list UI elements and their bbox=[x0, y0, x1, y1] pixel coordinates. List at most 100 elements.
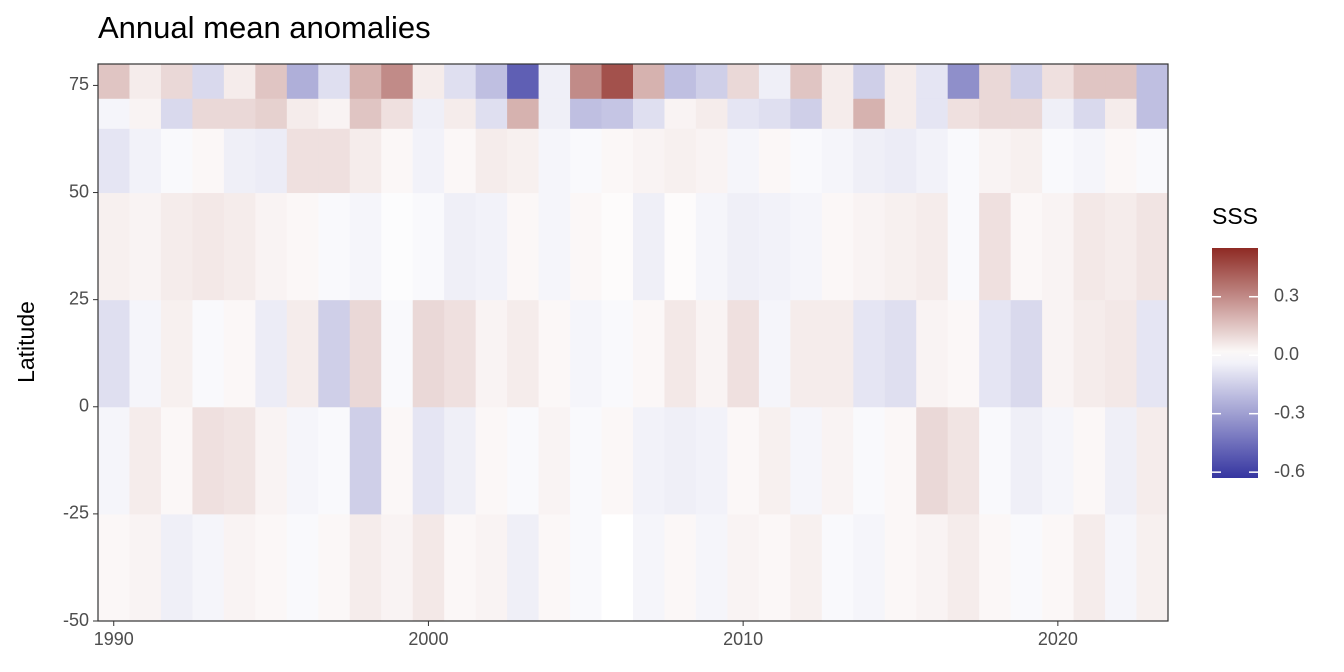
heatmap-cell bbox=[633, 128, 665, 194]
heatmap-cell bbox=[601, 299, 634, 408]
heatmap-cell bbox=[538, 98, 571, 129]
heatmap-cell bbox=[758, 98, 791, 129]
heatmap-cell bbox=[381, 98, 414, 129]
heatmap-cell bbox=[884, 64, 917, 99]
heatmap-cell bbox=[664, 299, 697, 408]
heatmap-cell bbox=[570, 98, 603, 129]
heatmap-cell bbox=[695, 128, 728, 194]
heatmap-cell bbox=[223, 406, 256, 515]
heatmap-cell bbox=[1073, 128, 1106, 194]
heatmap-cell bbox=[853, 128, 886, 194]
heatmap-cell bbox=[286, 406, 319, 515]
heatmap-cell bbox=[412, 192, 445, 301]
y-tick-label: -25 bbox=[63, 503, 89, 523]
heatmap-cell bbox=[790, 192, 823, 301]
heatmap-cell bbox=[412, 64, 445, 99]
heatmap-cell bbox=[538, 299, 571, 408]
heatmap-cell bbox=[1136, 128, 1169, 194]
heatmap-cell bbox=[853, 513, 886, 622]
heatmap-cell bbox=[286, 192, 319, 301]
heatmap-cell bbox=[1073, 98, 1106, 129]
heatmap-cell bbox=[853, 64, 886, 99]
heatmap-cell bbox=[884, 513, 917, 622]
heatmap-cell bbox=[570, 513, 603, 622]
heatmap-cell bbox=[318, 64, 351, 99]
y-tick-label: 0 bbox=[79, 396, 89, 416]
heatmap-cell bbox=[853, 98, 886, 129]
heatmap-cell bbox=[633, 299, 665, 408]
heatmap-cell bbox=[98, 406, 130, 515]
heatmap-cell bbox=[570, 128, 603, 194]
heatmap-cell bbox=[727, 98, 760, 129]
heatmap-cell bbox=[570, 406, 603, 515]
color-bar-label: 0.3 bbox=[1274, 285, 1299, 305]
heatmap-cell bbox=[286, 64, 319, 99]
heatmap-cell bbox=[790, 513, 823, 622]
heatmap-cell bbox=[916, 128, 949, 194]
heatmap-cell bbox=[790, 299, 823, 408]
heatmap-cell bbox=[790, 128, 823, 194]
heatmap-cell bbox=[98, 513, 130, 622]
heatmap-cell bbox=[979, 299, 1012, 408]
heatmap-cell bbox=[601, 128, 634, 194]
heatmap-cell bbox=[318, 406, 351, 515]
heatmap-cell bbox=[1010, 406, 1043, 515]
heatmap-cell bbox=[947, 513, 980, 622]
heatmap-cell bbox=[1073, 192, 1106, 301]
heatmap-cell bbox=[192, 299, 225, 408]
heatmap-cell bbox=[853, 192, 886, 301]
heatmap-cell bbox=[160, 406, 193, 515]
heatmap-cell bbox=[160, 128, 193, 194]
heatmap-cell bbox=[255, 98, 288, 129]
heatmap-cell bbox=[1136, 192, 1169, 301]
heatmap-cell bbox=[255, 406, 288, 515]
heatmap-cell bbox=[98, 64, 130, 99]
heatmap-cell bbox=[507, 192, 540, 301]
heatmap-cell bbox=[695, 299, 728, 408]
heatmap-cell bbox=[160, 64, 193, 99]
heatmap-cell bbox=[381, 64, 414, 99]
heatmap-cell bbox=[538, 406, 571, 515]
heatmap-cell bbox=[1042, 64, 1075, 99]
heatmap-cell bbox=[664, 98, 697, 129]
heatmap-cell bbox=[947, 98, 980, 129]
heatmap-cell bbox=[444, 128, 477, 194]
heatmap-cell bbox=[979, 128, 1012, 194]
heatmap-cell bbox=[821, 128, 854, 194]
heatmap-cell bbox=[160, 299, 193, 408]
heatmap-cell bbox=[1136, 406, 1169, 515]
heatmap-cell bbox=[1073, 513, 1106, 622]
heatmap-cell bbox=[507, 513, 540, 622]
heatmap-cell bbox=[821, 98, 854, 129]
heatmap-cell bbox=[381, 128, 414, 194]
heatmap-cell bbox=[633, 513, 665, 622]
heatmap-cell bbox=[1105, 299, 1138, 408]
heatmap-cell bbox=[916, 64, 949, 99]
heatmap-cell bbox=[601, 406, 634, 515]
heatmap-cell bbox=[1073, 299, 1106, 408]
heatmap-cell bbox=[1010, 128, 1043, 194]
heatmap-cell bbox=[884, 128, 917, 194]
heatmap-cell bbox=[884, 192, 917, 301]
heatmap-cell bbox=[1105, 64, 1138, 99]
heatmap-cell bbox=[192, 513, 225, 622]
heatmap-cell bbox=[381, 299, 414, 408]
heatmap-cell bbox=[349, 128, 382, 194]
heatmap-cell bbox=[444, 192, 477, 301]
heatmap-cell bbox=[664, 513, 697, 622]
heatmap-cell bbox=[255, 128, 288, 194]
heatmap-cell bbox=[286, 513, 319, 622]
heatmap-cell bbox=[1136, 513, 1169, 622]
heatmap-cell bbox=[979, 98, 1012, 129]
heatmap-cell bbox=[1136, 64, 1169, 99]
x-tick-label: 2010 bbox=[723, 629, 763, 649]
heatmap-cell bbox=[727, 513, 760, 622]
heatmap-cell bbox=[979, 406, 1012, 515]
heatmap-cell bbox=[286, 128, 319, 194]
heatmap-cell bbox=[758, 192, 791, 301]
heatmap-cell bbox=[633, 98, 665, 129]
heatmap-cell bbox=[412, 406, 445, 515]
heatmap-cell bbox=[507, 299, 540, 408]
heatmap-cell bbox=[633, 406, 665, 515]
heatmap-cell bbox=[1010, 64, 1043, 99]
